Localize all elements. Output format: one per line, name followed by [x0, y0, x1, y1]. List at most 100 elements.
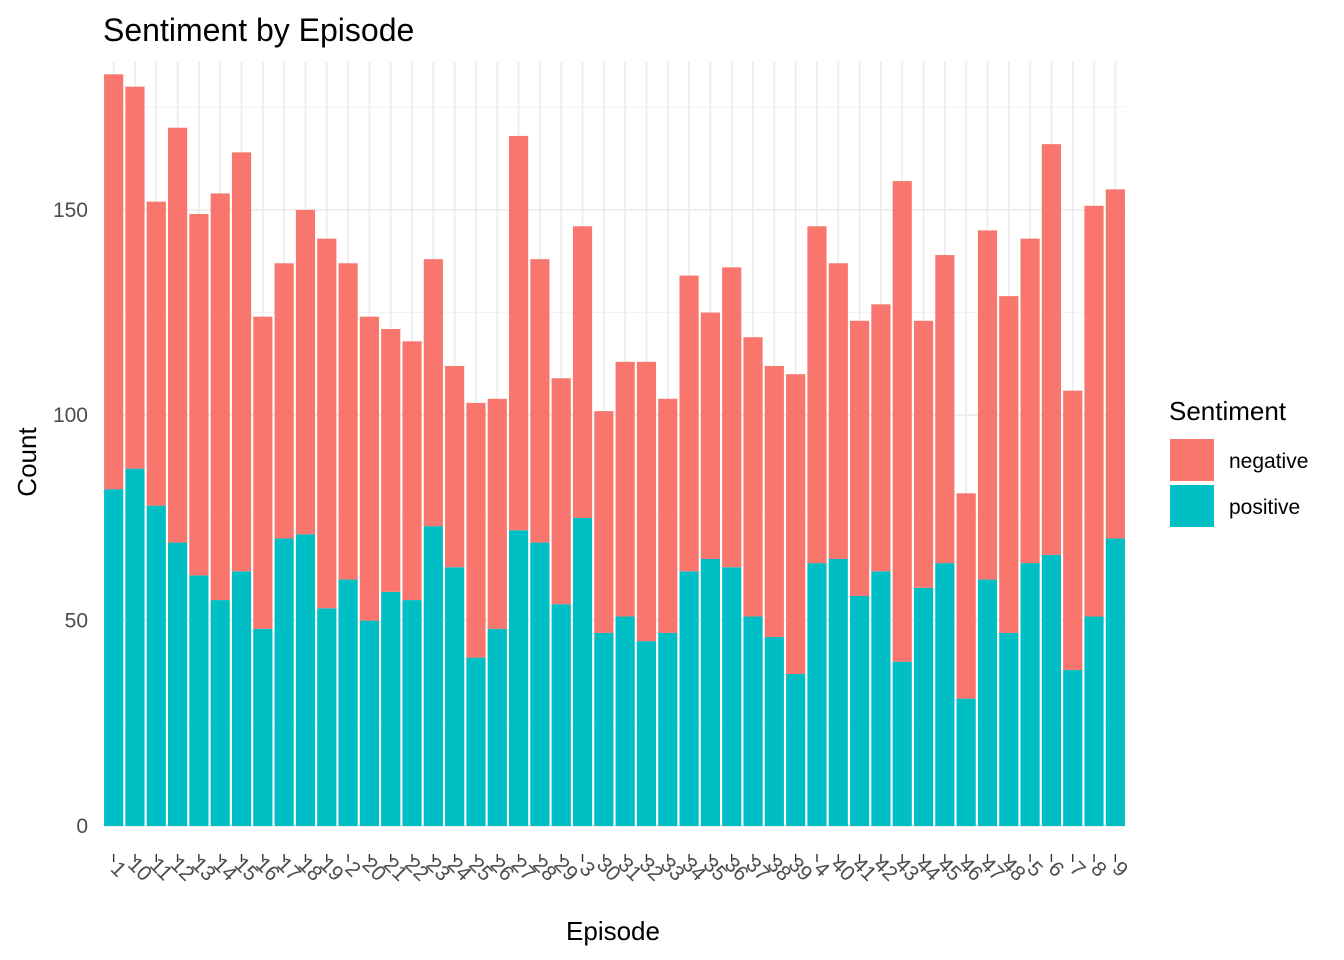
bar-positive-31	[615, 616, 635, 826]
bar-negative-47	[977, 230, 998, 580]
bar-positive-38	[764, 637, 784, 826]
bar-positive-20	[359, 620, 379, 826]
x-tick-label: 6	[1044, 857, 1069, 882]
bar-negative-18	[295, 209, 316, 535]
bar-negative-40	[828, 263, 848, 560]
bar-positive-47	[977, 579, 998, 826]
bar-positive-33	[658, 632, 678, 826]
bar-positive-22	[402, 600, 422, 826]
bar-negative-33	[658, 398, 678, 633]
bar-positive-43	[892, 661, 912, 826]
bar-negative-4	[807, 226, 827, 564]
bar-negative-7	[1063, 390, 1083, 670]
legend-key-positive	[1170, 485, 1214, 527]
y-tick-label: 0	[76, 815, 88, 838]
bar-positive-21	[381, 591, 401, 826]
bar-negative-22	[402, 341, 422, 601]
bar-positive-30	[594, 632, 614, 826]
bar-negative-27	[509, 135, 529, 531]
bar-negative-25	[466, 402, 486, 658]
bars	[104, 74, 1125, 826]
x-tick-label: 9	[1108, 857, 1133, 882]
bar-negative-10	[125, 86, 145, 469]
x-tick-label: 19	[315, 853, 348, 886]
bar-negative-24	[445, 365, 465, 568]
bar-negative-42	[871, 304, 891, 572]
bar-positive-14	[210, 600, 230, 826]
bar-negative-11	[146, 201, 166, 506]
bar-positive-37	[743, 616, 763, 826]
bar-negative-29	[551, 378, 571, 605]
bar-positive-24	[445, 567, 465, 826]
bar-negative-38	[764, 365, 784, 638]
bar-positive-39	[786, 674, 806, 826]
bar-positive-15	[231, 571, 252, 826]
y-tick-label: 50	[65, 610, 88, 633]
bar-positive-35	[700, 559, 720, 826]
bar-negative-13	[189, 213, 209, 576]
bar-positive-10	[125, 468, 145, 826]
bar-negative-44	[913, 320, 934, 588]
bar-positive-36	[722, 567, 742, 826]
bar-negative-21	[381, 328, 401, 592]
bar-positive-18	[295, 534, 316, 826]
bar-positive-32	[636, 641, 657, 826]
y-axis-ticks: 0 50 100 150	[53, 199, 88, 838]
bar-negative-48	[999, 296, 1019, 633]
legend-title: Sentiment	[1169, 396, 1287, 426]
bar-positive-25	[466, 657, 486, 826]
x-tick-label: 8	[1086, 857, 1111, 882]
bar-negative-34	[679, 275, 699, 572]
legend-label-positive: positive	[1229, 496, 1300, 519]
y-tick-label: 100	[53, 404, 88, 427]
x-tick-label: 39	[784, 853, 817, 886]
x-tick-label: 29	[549, 853, 582, 886]
bar-negative-39	[786, 374, 806, 675]
bar-positive-19	[317, 608, 337, 826]
y-tick-label: 150	[53, 199, 88, 222]
bar-negative-36	[722, 267, 742, 568]
bar-negative-35	[700, 312, 720, 560]
bar-positive-3	[572, 517, 593, 826]
bar-negative-8	[1084, 205, 1104, 617]
legend-key-negative	[1170, 439, 1214, 481]
bar-negative-28	[530, 259, 550, 543]
bar-positive-13	[189, 575, 209, 826]
bar-positive-46	[956, 698, 976, 826]
bar-negative-2	[338, 263, 358, 580]
bar-negative-12	[168, 127, 188, 543]
bar-positive-11	[146, 505, 166, 826]
x-axis-title: Episode	[566, 916, 660, 946]
bar-positive-1	[104, 489, 124, 826]
bar-negative-43	[892, 181, 912, 662]
bar-positive-44	[913, 587, 934, 826]
bar-positive-40	[828, 559, 848, 826]
legend-label-negative: negative	[1229, 450, 1308, 473]
bar-positive-41	[850, 595, 870, 826]
bar-negative-45	[935, 255, 955, 564]
bar-negative-15	[231, 152, 252, 572]
bar-positive-6	[1041, 554, 1061, 826]
bar-negative-1	[104, 74, 124, 490]
bar-positive-17	[274, 538, 294, 826]
legend: Sentiment negative positive	[1169, 396, 1308, 527]
bar-negative-23	[423, 259, 443, 527]
x-tick-label: 7	[1065, 857, 1090, 882]
bar-positive-2	[338, 579, 358, 826]
bar-positive-12	[168, 542, 188, 826]
bar-negative-19	[317, 238, 337, 609]
bar-negative-32	[636, 361, 657, 642]
bar-negative-14	[210, 193, 230, 601]
bar-positive-4	[807, 563, 827, 826]
bar-negative-26	[487, 398, 507, 629]
bar-positive-28	[530, 542, 550, 826]
bar-positive-34	[679, 571, 699, 826]
bar-negative-3	[572, 226, 593, 518]
bar-positive-45	[935, 563, 955, 826]
bar-positive-8	[1084, 616, 1104, 826]
bar-negative-30	[594, 411, 614, 633]
bar-positive-7	[1063, 669, 1083, 826]
bar-negative-31	[615, 361, 635, 617]
bar-positive-48	[999, 632, 1019, 826]
